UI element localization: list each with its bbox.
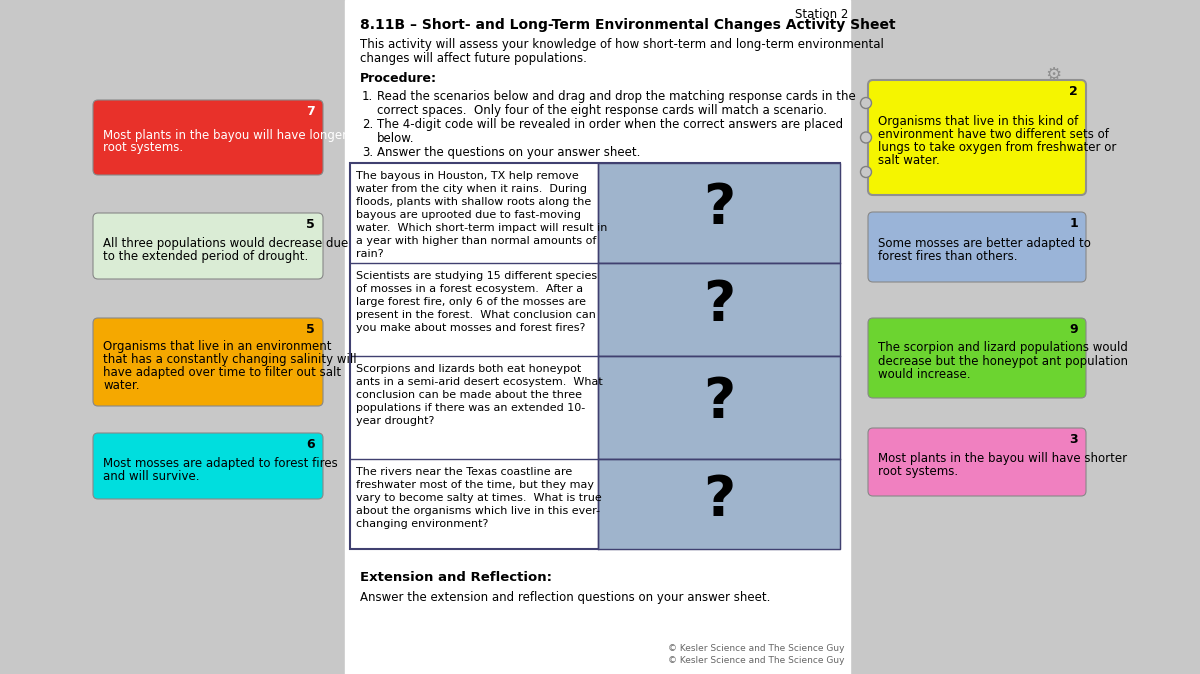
Text: changes will affect future populations.: changes will affect future populations. xyxy=(360,52,587,65)
Text: Some mosses are better adapted to: Some mosses are better adapted to xyxy=(878,237,1091,250)
Text: Most plants in the bayou will have longer: Most plants in the bayou will have longe… xyxy=(103,129,347,142)
Text: All three populations would decrease due: All three populations would decrease due xyxy=(103,237,348,250)
Text: Answer the questions on your answer sheet.: Answer the questions on your answer shee… xyxy=(377,146,641,159)
FancyBboxPatch shape xyxy=(868,428,1086,496)
FancyBboxPatch shape xyxy=(94,100,323,175)
Text: This activity will assess your knowledge of how short-term and long-term environ: This activity will assess your knowledge… xyxy=(360,38,884,51)
Text: that has a constantly changing salinity will: that has a constantly changing salinity … xyxy=(103,353,356,366)
Text: © Kesler Science and The Science Guy: © Kesler Science and The Science Guy xyxy=(667,656,844,665)
Text: The rivers near the Texas coastline are: The rivers near the Texas coastline are xyxy=(356,467,572,477)
Text: Organisms that live in an environment: Organisms that live in an environment xyxy=(103,340,331,353)
Text: Scorpions and lizards both eat honeypot: Scorpions and lizards both eat honeypot xyxy=(356,364,581,374)
Text: water.: water. xyxy=(103,379,139,392)
Text: 1: 1 xyxy=(1069,217,1078,230)
Text: ?: ? xyxy=(703,278,736,332)
Bar xyxy=(350,163,840,549)
Circle shape xyxy=(860,166,871,177)
Text: 9: 9 xyxy=(1069,323,1078,336)
Text: about the organisms which live in this ever-: about the organisms which live in this e… xyxy=(356,506,600,516)
FancyBboxPatch shape xyxy=(868,212,1086,282)
Text: below.: below. xyxy=(377,132,414,145)
Text: to the extended period of drought.: to the extended period of drought. xyxy=(103,250,308,263)
Text: water from the city when it rains.  During: water from the city when it rains. Durin… xyxy=(356,184,587,194)
Text: have adapted over time to filter out salt: have adapted over time to filter out sal… xyxy=(103,366,341,379)
Text: lungs to take oxygen from freshwater or: lungs to take oxygen from freshwater or xyxy=(878,140,1116,154)
Text: forest fires than others.: forest fires than others. xyxy=(878,250,1018,263)
Text: 7: 7 xyxy=(306,105,314,118)
Circle shape xyxy=(860,132,871,143)
Text: floods, plants with shallow roots along the: floods, plants with shallow roots along … xyxy=(356,197,592,207)
Text: Scientists are studying 15 different species: Scientists are studying 15 different spe… xyxy=(356,271,598,281)
Text: vary to become salty at times.  What is true: vary to become salty at times. What is t… xyxy=(356,493,601,503)
Text: Most plants in the bayou will have shorter: Most plants in the bayou will have short… xyxy=(878,452,1127,465)
Text: ⚙: ⚙ xyxy=(1045,66,1061,84)
Text: 2.: 2. xyxy=(362,118,373,131)
Text: rain?: rain? xyxy=(356,249,384,259)
Text: Extension and Reflection:: Extension and Reflection: xyxy=(360,571,552,584)
Text: 2: 2 xyxy=(1069,85,1078,98)
Bar xyxy=(598,163,840,263)
Text: correct spaces.  Only four of the eight response cards will match a scenario.: correct spaces. Only four of the eight r… xyxy=(377,104,827,117)
Text: present in the forest.  What conclusion can: present in the forest. What conclusion c… xyxy=(356,310,596,320)
Text: root systems.: root systems. xyxy=(103,142,184,154)
Text: large forest fire, only 6 of the mosses are: large forest fire, only 6 of the mosses … xyxy=(356,297,586,307)
Text: decrease but the honeypot ant population: decrease but the honeypot ant population xyxy=(878,355,1128,367)
Circle shape xyxy=(860,98,871,109)
Text: ants in a semi-arid desert ecosystem.  What: ants in a semi-arid desert ecosystem. Wh… xyxy=(356,377,602,387)
Text: 6: 6 xyxy=(306,438,314,451)
Text: root systems.: root systems. xyxy=(878,465,958,478)
Text: bayous are uprooted due to fast-moving: bayous are uprooted due to fast-moving xyxy=(356,210,581,220)
Text: and will survive.: and will survive. xyxy=(103,470,199,483)
Text: The scorpion and lizard populations would: The scorpion and lizard populations woul… xyxy=(878,342,1128,355)
Text: year drought?: year drought? xyxy=(356,416,434,426)
Text: a year with higher than normal amounts of: a year with higher than normal amounts o… xyxy=(356,236,596,246)
Text: The bayous in Houston, TX help remove: The bayous in Houston, TX help remove xyxy=(356,171,578,181)
Bar xyxy=(598,263,840,356)
Text: ?: ? xyxy=(703,472,736,526)
Text: would increase.: would increase. xyxy=(878,367,971,381)
FancyBboxPatch shape xyxy=(94,213,323,279)
Text: water.  Which short-term impact will result in: water. Which short-term impact will resu… xyxy=(356,223,607,233)
Text: freshwater most of the time, but they may: freshwater most of the time, but they ma… xyxy=(356,480,594,490)
Text: you make about mosses and forest fires?: you make about mosses and forest fires? xyxy=(356,323,586,333)
Text: ?: ? xyxy=(703,375,736,429)
Text: populations if there was an extended 10-: populations if there was an extended 10- xyxy=(356,403,586,413)
Text: 8.11B – Short- and Long-Term Environmental Changes Activity Sheet: 8.11B – Short- and Long-Term Environment… xyxy=(360,18,895,32)
Bar xyxy=(346,0,850,674)
Text: changing environment?: changing environment? xyxy=(356,519,488,529)
Text: conclusion can be made about the three: conclusion can be made about the three xyxy=(356,390,582,400)
Text: of mosses in a forest ecosystem.  After a: of mosses in a forest ecosystem. After a xyxy=(356,284,583,294)
Text: 3: 3 xyxy=(1069,433,1078,446)
Text: 3.: 3. xyxy=(362,146,373,159)
Text: Read the scenarios below and drag and drop the matching response cards in the: Read the scenarios below and drag and dr… xyxy=(377,90,856,103)
FancyBboxPatch shape xyxy=(94,433,323,499)
Text: 5: 5 xyxy=(306,218,314,231)
Text: Organisms that live in this kind of: Organisms that live in this kind of xyxy=(878,115,1079,127)
Text: Station 2: Station 2 xyxy=(794,8,848,21)
FancyBboxPatch shape xyxy=(868,80,1086,195)
Bar xyxy=(598,356,840,459)
FancyBboxPatch shape xyxy=(94,318,323,406)
Text: The 4-digit code will be revealed in order when the correct answers are placed: The 4-digit code will be revealed in ord… xyxy=(377,118,844,131)
Text: environment have two different sets of: environment have two different sets of xyxy=(878,127,1109,140)
Text: Procedure:: Procedure: xyxy=(360,72,437,85)
Text: salt water.: salt water. xyxy=(878,154,940,166)
Text: Most mosses are adapted to forest fires: Most mosses are adapted to forest fires xyxy=(103,457,337,470)
Text: Answer the extension and reflection questions on your answer sheet.: Answer the extension and reflection ques… xyxy=(360,591,770,604)
Text: ?: ? xyxy=(703,181,736,235)
Text: 5: 5 xyxy=(306,323,314,336)
FancyBboxPatch shape xyxy=(868,318,1086,398)
Text: 1.: 1. xyxy=(362,90,373,103)
Bar xyxy=(598,459,840,549)
Text: © Kesler Science and The Science Guy: © Kesler Science and The Science Guy xyxy=(667,644,844,653)
